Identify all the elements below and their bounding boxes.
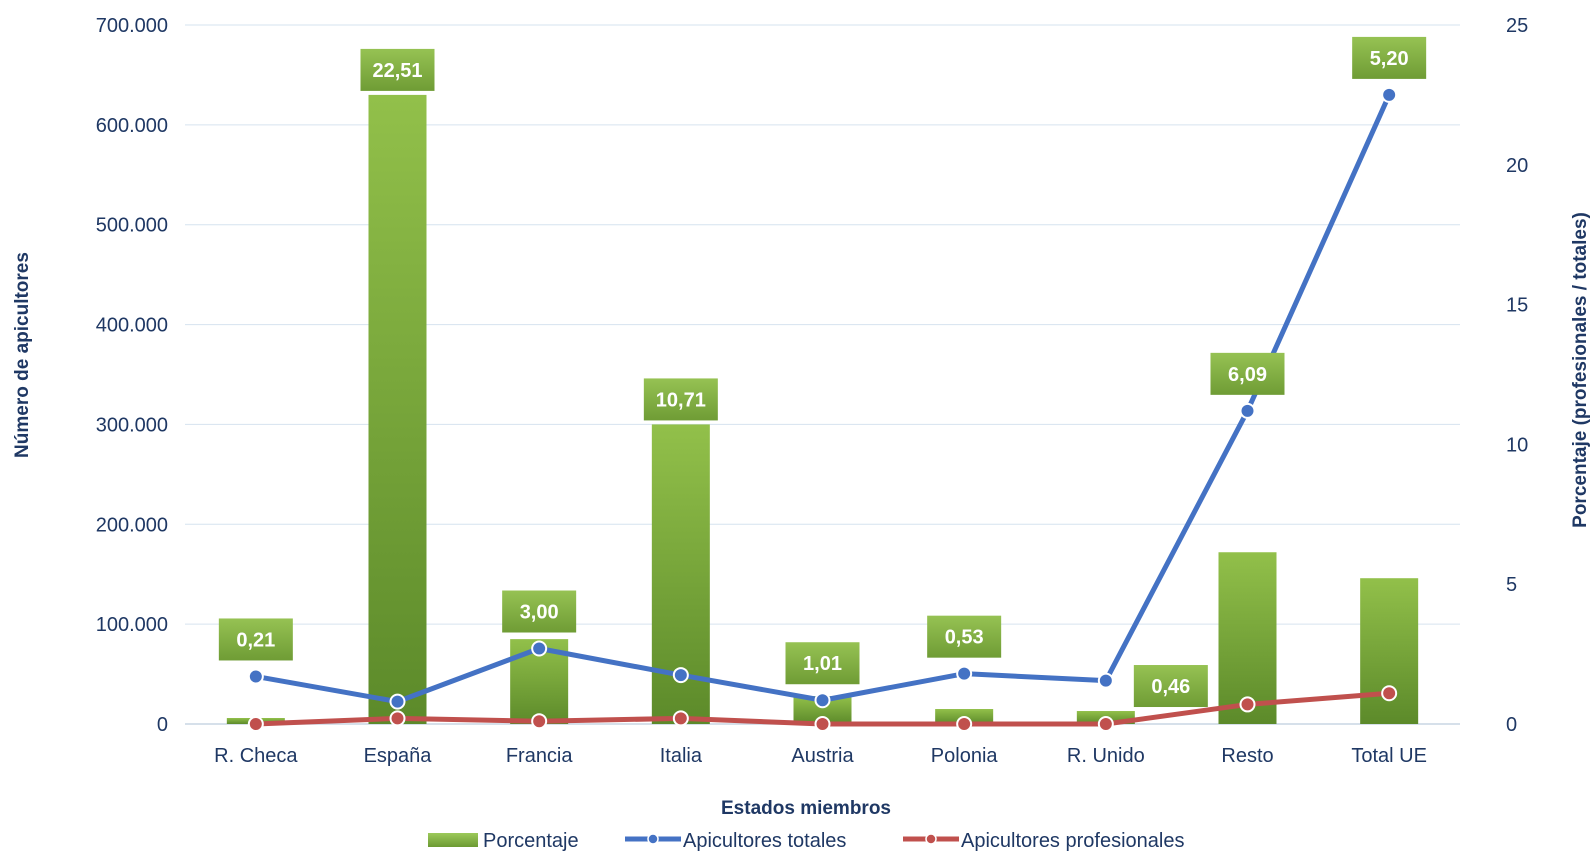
data-label-box (927, 615, 1002, 658)
y2-tick-label: 0 (1506, 714, 1517, 736)
x-tick-label: Austria (791, 745, 854, 767)
data-label: 5,20 (1370, 48, 1409, 70)
axes: 0 100.000 200.000 300.000 400.000 500.000 600.… (96, 15, 1529, 767)
legend-marker-apicultores-totales (647, 833, 659, 845)
bar (368, 94, 427, 724)
data-label-box (785, 642, 860, 685)
line-point (531, 640, 548, 657)
y2-tick-label: 20 (1506, 155, 1528, 177)
data-label: 3,00 (520, 602, 559, 624)
legend-marker-apicultores-profesionales (925, 833, 937, 845)
line-point (814, 692, 831, 709)
y-tick-label: 500.000 (96, 215, 168, 237)
data-label: 6,09 (1228, 364, 1267, 386)
x-tick-label: Total UE (1351, 745, 1427, 767)
line-point (1239, 696, 1256, 713)
line-point (956, 665, 973, 682)
line-point (956, 716, 973, 732)
data-label-box (1352, 36, 1427, 79)
legend-label-apicultores-profesionales: Apicultores profesionales (961, 830, 1184, 851)
line-series (247, 86, 1398, 732)
bar (1360, 578, 1419, 724)
x-axis-title: Estados miembros (721, 798, 891, 819)
y2-tick-label: 5 (1506, 574, 1517, 596)
data-label: 0,53 (945, 627, 984, 649)
line-point (389, 693, 406, 710)
line-point (672, 710, 689, 727)
x-tick-label: Francia (506, 745, 574, 767)
data-label-box (643, 378, 718, 421)
data-label: 10,71 (656, 389, 706, 411)
x-tick-label: Italia (660, 745, 703, 767)
data-label-box (218, 618, 293, 661)
line-point (1097, 672, 1114, 689)
y-tick-label: 100.000 (96, 614, 168, 636)
line-point (672, 667, 689, 684)
y-tick-label: 400.000 (96, 315, 168, 337)
x-tick-label: Polonia (931, 745, 999, 767)
data-label-box (502, 590, 577, 633)
data-labels: 0,21 22,51 3,00 10,71 1,01 0,53 0,46 6,09 5,20 (218, 36, 1427, 708)
y-tick-label: 300.000 (96, 414, 168, 436)
line-point (814, 716, 831, 732)
legend-label-apicultores-totales: Apicultores totales (683, 830, 846, 851)
line-point (247, 716, 264, 732)
data-label: 0,46 (1151, 676, 1190, 698)
line-point (1381, 685, 1398, 702)
y-tick-label: 200.000 (96, 514, 168, 536)
data-label-box (360, 48, 435, 91)
legend: Porcentaje Apicultores totales Apicultor… (428, 830, 1184, 851)
line-point (1381, 86, 1398, 103)
line-point (1239, 402, 1256, 419)
y2-tick-label: 25 (1506, 15, 1528, 37)
legend-swatch-porcentaje (428, 833, 478, 847)
line-point (531, 713, 548, 730)
y-tick-label: 700.000 (96, 15, 168, 37)
data-label: 0,21 (236, 629, 275, 651)
x-tick-label: Resto (1221, 745, 1273, 767)
y2-axis-title: Porcentaje (profesionales / totales) (1570, 212, 1591, 528)
x-tick-label: R. Unido (1067, 745, 1145, 767)
data-label-box (1210, 352, 1285, 395)
line-point (1097, 716, 1114, 732)
y-tick-label: 600.000 (96, 115, 168, 137)
legend-label-porcentaje: Porcentaje (483, 830, 579, 851)
line-point (247, 668, 264, 685)
y-axis-title: Número de apicultores (12, 252, 33, 458)
bar (1218, 552, 1277, 724)
x-tick-label: España (364, 745, 433, 767)
y2-tick-label: 10 (1506, 434, 1528, 456)
x-tick-label: R. Checa (214, 745, 298, 767)
data-label: 22,51 (372, 60, 422, 82)
line-point (389, 710, 406, 727)
bar-series (226, 94, 1419, 724)
data-label: 1,01 (803, 653, 842, 675)
y-tick-label: 0 (157, 714, 168, 736)
data-label-box (1133, 665, 1208, 708)
y2-tick-label: 15 (1506, 295, 1528, 317)
